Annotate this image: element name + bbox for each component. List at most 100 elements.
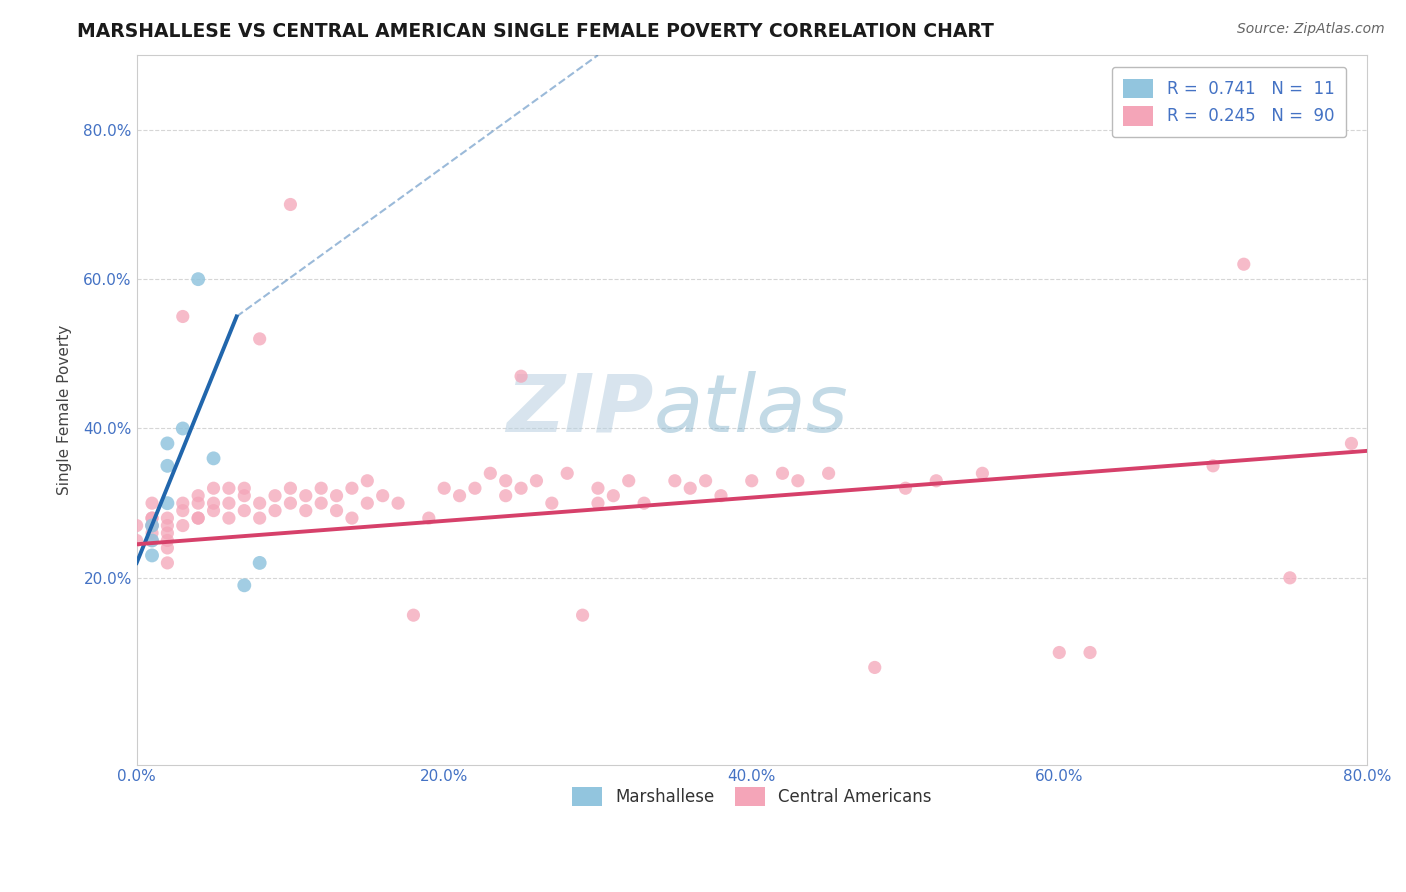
Point [510,369,533,384]
Point [141,511,163,525]
Point [464,481,486,495]
Text: atlas: atlas [654,371,848,449]
Point [371,489,394,503]
Point [433,481,456,495]
Point [141,496,163,510]
Point [586,496,609,510]
Point [418,511,440,525]
Point [187,489,209,503]
Point [156,541,179,555]
Point [1278,571,1301,585]
Point [187,511,209,525]
Point [233,503,256,517]
Point [340,481,363,495]
Point [925,474,948,488]
Point [202,451,225,466]
Point [187,511,209,525]
Point [141,526,163,541]
Point [772,467,794,481]
Point [233,578,256,592]
Point [586,481,609,495]
Point [1047,646,1070,660]
Point [617,474,640,488]
Point [249,496,271,510]
Point [540,496,562,510]
Point [710,489,733,503]
Point [387,496,409,510]
Point [280,496,302,510]
Legend: Marshallese, Central Americans: Marshallese, Central Americans [562,777,942,816]
Point [633,496,655,510]
Point [156,556,179,570]
Point [187,272,209,286]
Point [280,481,302,495]
Point [602,489,624,503]
Point [125,533,148,548]
Text: Source: ZipAtlas.com: Source: ZipAtlas.com [1237,22,1385,37]
Point [156,458,179,473]
Point [695,474,717,488]
Point [309,481,332,495]
Point [294,489,316,503]
Point [479,467,502,481]
Point [156,496,179,510]
Point [555,467,578,481]
Point [526,474,548,488]
Point [741,474,763,488]
Point [141,518,163,533]
Point [280,197,302,211]
Point [264,489,287,503]
Point [141,518,163,533]
Point [679,481,702,495]
Point [125,518,148,533]
Point [571,608,593,623]
Point [402,608,425,623]
Point [218,496,240,510]
Point [249,511,271,525]
Point [172,310,194,324]
Point [1340,436,1362,450]
Point [233,481,256,495]
Text: ZIP: ZIP [506,371,654,449]
Point [294,503,316,517]
Point [264,503,287,517]
Point [172,518,194,533]
Point [495,489,517,503]
Point [249,332,271,346]
Point [817,467,839,481]
Point [202,481,225,495]
Point [141,518,163,533]
Point [325,503,347,517]
Y-axis label: Single Female Poverty: Single Female Poverty [58,325,72,495]
Point [156,518,179,533]
Point [156,436,179,450]
Point [664,474,686,488]
Point [786,474,808,488]
Point [156,533,179,548]
Point [218,481,240,495]
Point [1078,646,1101,660]
Point [1202,458,1225,473]
Point [141,533,163,548]
Point [218,511,240,525]
Point [141,511,163,525]
Point [863,660,886,674]
Point [249,556,271,570]
Point [233,489,256,503]
Point [156,511,179,525]
Point [972,467,994,481]
Point [495,474,517,488]
Point [1233,257,1256,271]
Point [356,496,378,510]
Text: MARSHALLESE VS CENTRAL AMERICAN SINGLE FEMALE POVERTY CORRELATION CHART: MARSHALLESE VS CENTRAL AMERICAN SINGLE F… [77,22,994,41]
Point [510,481,533,495]
Point [202,503,225,517]
Point [894,481,917,495]
Point [172,496,194,510]
Point [156,526,179,541]
Point [141,549,163,563]
Point [325,489,347,503]
Point [356,474,378,488]
Point [141,533,163,548]
Point [309,496,332,510]
